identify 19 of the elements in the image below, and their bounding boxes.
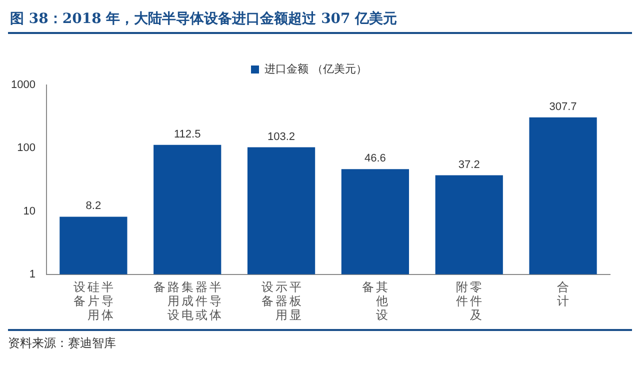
y-tick-label: 100 [17, 142, 36, 154]
data-label: 37.2 [458, 158, 480, 171]
legend-label: 进口金额 （亿美元） [264, 62, 367, 76]
x-tick-label: 合计 [557, 280, 570, 310]
chart-title: 图 38：2018 年，大陆半导体设备进口金额超过 307 亿美元 [8, 8, 632, 34]
data-label: 112.5 [174, 128, 201, 140]
category-label: 半导体器件或集成电路用设备 [153, 280, 222, 322]
text: 资料来源：赛迪智库 [8, 329, 632, 352]
x-tick-label: 零件及附件 [456, 280, 482, 324]
y-tick-label: 1 [29, 268, 36, 280]
y-tick-label: 1000 [10, 79, 36, 92]
data-label: 103.2 [268, 130, 296, 143]
x-tick-label: 半导体硅片用设备 [73, 280, 114, 322]
data-label: 46.6 [364, 152, 386, 165]
data-label: 307.7 [549, 100, 577, 113]
x-tick-label: 其他设备 [362, 280, 388, 324]
x-tick-label: 平板显示器用设备 [261, 280, 302, 324]
y-tick-label: 10 [23, 205, 36, 218]
data-label: 8.2 [86, 200, 102, 212]
